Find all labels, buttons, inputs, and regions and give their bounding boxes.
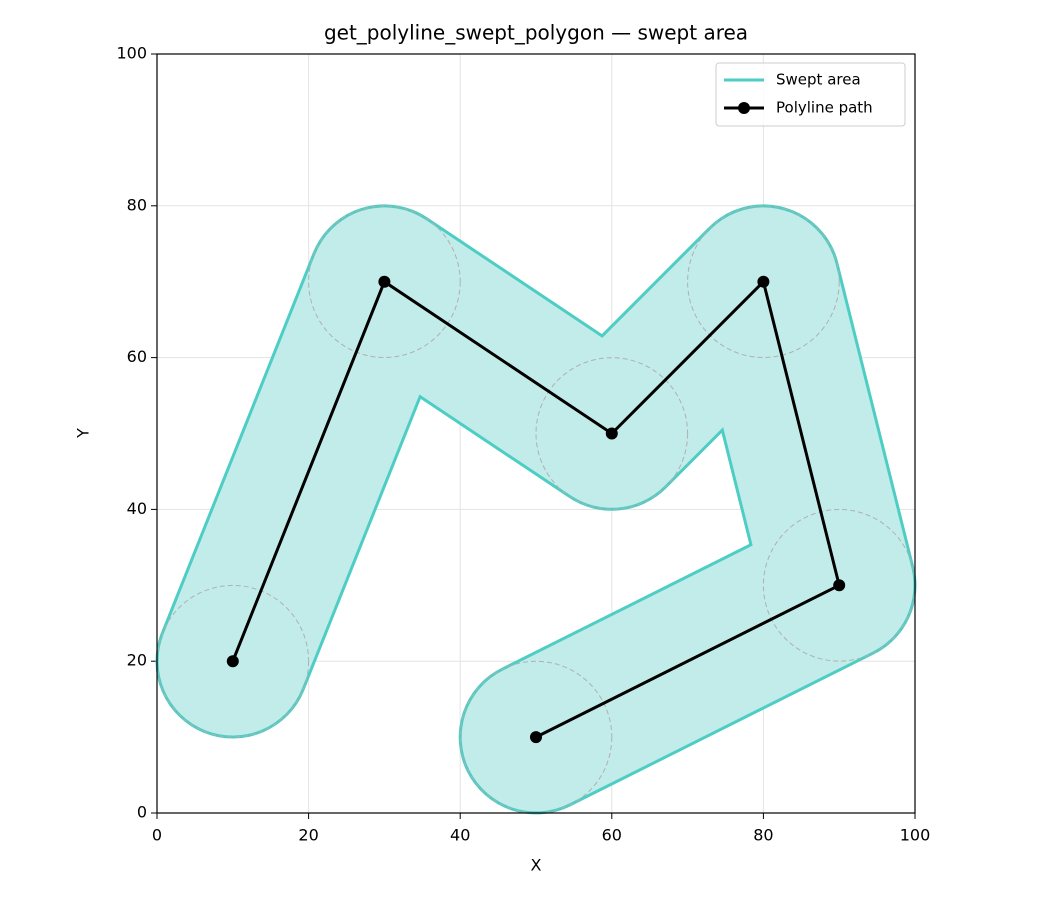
- radius-circle: [308, 205, 461, 359]
- plot-frame: [156, 53, 916, 814]
- radius-circle: [535, 357, 689, 510]
- radius-circle: [687, 205, 840, 359]
- polyline-path: [231, 278, 841, 739]
- x-tick-label: 80: [753, 826, 773, 845]
- y-tick-label: 20: [127, 651, 147, 670]
- vertex: [530, 731, 542, 744]
- y-tick-label: 60: [127, 347, 147, 366]
- x-tick-label: 40: [450, 826, 470, 845]
- x-tick-label: 0: [152, 826, 162, 845]
- vertex: [605, 427, 618, 440]
- radius-circle: [459, 660, 613, 814]
- x-tick-label: 20: [298, 826, 318, 845]
- legend-label: Polyline path: [776, 99, 873, 117]
- x-axis-label: X: [531, 856, 542, 875]
- legend-marker: [738, 102, 750, 114]
- legend-label: Swept area: [776, 71, 861, 89]
- chart-title: get_polyline_swept_polygon — swept area: [324, 21, 748, 45]
- x-tick-label: 60: [602, 826, 622, 845]
- radius-circle: [156, 584, 310, 738]
- y-tick-label: 0: [137, 803, 147, 822]
- y-tick-label: 100: [116, 44, 147, 63]
- vertex: [833, 579, 846, 592]
- vertex: [757, 275, 770, 288]
- x-tick-label: 100: [900, 826, 931, 845]
- vertex: [378, 275, 391, 288]
- vertex: [226, 655, 239, 668]
- y-tick-label: 40: [127, 499, 147, 518]
- y-axis-label: Y: [74, 428, 93, 439]
- y-tick-label: 80: [127, 195, 147, 214]
